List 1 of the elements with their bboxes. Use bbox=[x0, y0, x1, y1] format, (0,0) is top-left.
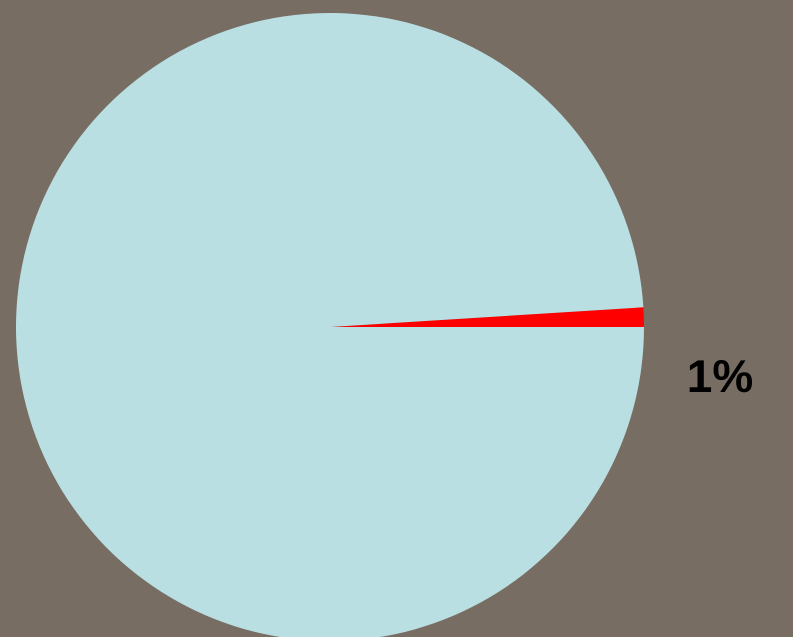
data-label: 1% bbox=[686, 350, 754, 402]
